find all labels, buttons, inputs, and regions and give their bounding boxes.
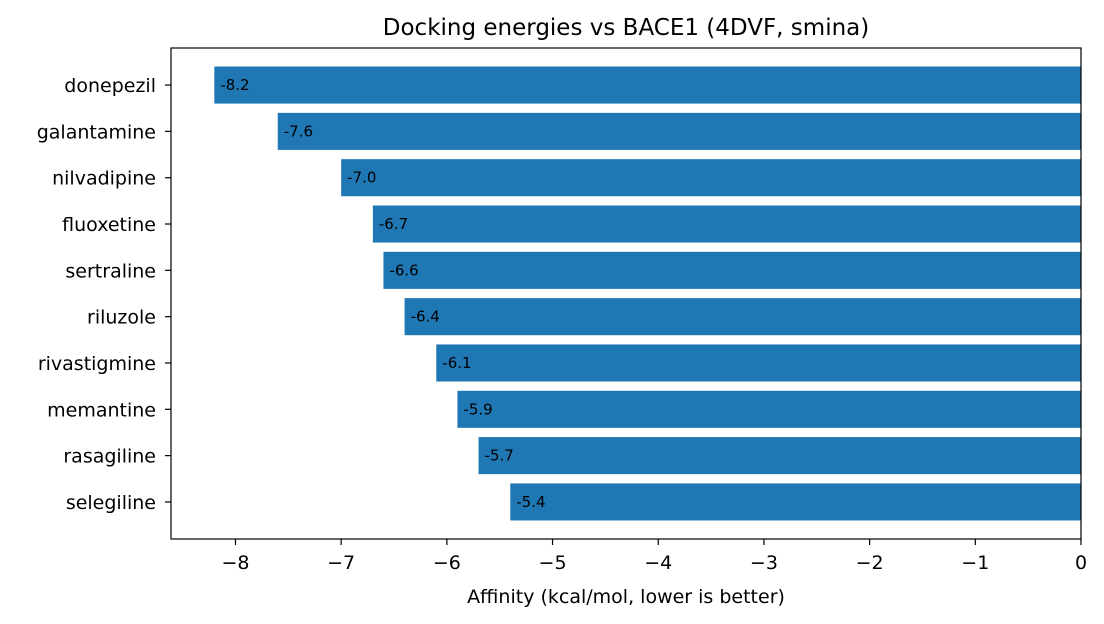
x-tick-label: −4 bbox=[644, 552, 672, 574]
bar-nilvadipine bbox=[341, 159, 1081, 197]
x-tick-label: −3 bbox=[750, 552, 778, 574]
bar-labels-group: -8.2 -7.6 -7.0 -6.7 -6.6 -6.4 -6.1 -5.9 -5.7 -5.4 bbox=[220, 76, 545, 511]
bar-memantine bbox=[457, 390, 1082, 428]
plot-frame bbox=[170, 47, 1082, 540]
bar-rasagiline bbox=[478, 437, 1081, 475]
bar-value-label: -5.9 bbox=[463, 400, 492, 418]
bar-value-label: -7.0 bbox=[347, 169, 376, 187]
x-tick-label: −8 bbox=[221, 552, 249, 574]
y-tick-label: fluoxetine bbox=[62, 214, 156, 236]
x-axis-label: Affinity (kcal/mol, lower is better) bbox=[467, 586, 785, 608]
bar-riluzole bbox=[404, 298, 1081, 336]
bar-rivastigmine bbox=[436, 344, 1081, 382]
x-tick-label: −6 bbox=[433, 552, 461, 574]
bar-value-label: -7.6 bbox=[284, 122, 313, 140]
bar-selegiline bbox=[510, 483, 1081, 521]
y-tick-label: riluzole bbox=[87, 307, 156, 329]
bar-fluoxetine bbox=[372, 205, 1082, 243]
bar-galantamine bbox=[277, 112, 1082, 150]
bar-donepezil bbox=[214, 66, 1082, 104]
x-tick-label: −5 bbox=[539, 552, 567, 574]
bar-value-label: -5.7 bbox=[485, 447, 514, 465]
y-tick-label: galantamine bbox=[37, 121, 156, 143]
y-tick-label: rivastigmine bbox=[38, 353, 156, 375]
bar-value-label: -8.2 bbox=[220, 76, 249, 94]
y-tick-label: sertraline bbox=[65, 260, 156, 282]
bar-value-label: -5.4 bbox=[516, 493, 545, 511]
y-tick-label: rasagiline bbox=[63, 446, 156, 468]
bar-value-label: -6.6 bbox=[389, 261, 418, 279]
bar-value-label: -6.4 bbox=[411, 308, 440, 326]
y-axis: donepezil galantamine nilvadipine fluoxetin… bbox=[37, 75, 171, 514]
y-tick-label: memantine bbox=[47, 399, 156, 421]
y-tick-label: nilvadipine bbox=[52, 168, 156, 190]
bar-sertraline bbox=[383, 251, 1081, 289]
x-tick-label: −7 bbox=[327, 552, 355, 574]
bar-value-label: -6.1 bbox=[442, 354, 471, 372]
x-axis: −8 −7 −6 −5 −4 −3 −2 −1 0 bbox=[221, 539, 1087, 574]
y-tick-label: donepezil bbox=[64, 75, 156, 97]
bar-value-label: -6.7 bbox=[379, 215, 408, 233]
y-tick-label: selegiline bbox=[66, 492, 156, 514]
chart-title: Docking energies vs BACE1 (4DVF, smina) bbox=[383, 15, 869, 41]
bars-group bbox=[214, 66, 1082, 521]
x-tick-label: −1 bbox=[961, 552, 989, 574]
x-tick-label: −2 bbox=[856, 552, 884, 574]
x-tick-label: 0 bbox=[1075, 552, 1087, 574]
